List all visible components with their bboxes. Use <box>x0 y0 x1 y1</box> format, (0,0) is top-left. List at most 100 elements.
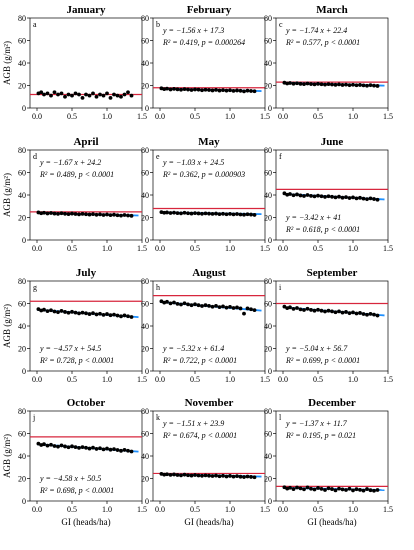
data-point <box>112 447 116 452</box>
data-point <box>193 302 197 307</box>
panel-letter: e <box>156 152 160 161</box>
data-point <box>312 194 317 199</box>
data-point <box>372 488 376 493</box>
data-point <box>207 473 211 478</box>
data-point <box>84 212 88 217</box>
regression-equation: y = −1.56 x + 17.3 <box>162 26 224 35</box>
x-tick-label: 1.0 <box>225 505 235 514</box>
data-point <box>347 311 352 316</box>
regression-equation: y = −3.42 x + 41 <box>285 213 341 222</box>
data-point <box>84 92 88 97</box>
data-point <box>87 212 92 217</box>
data-point <box>98 311 102 316</box>
panel-letter: b <box>156 20 160 29</box>
data-point <box>358 195 362 200</box>
data-point <box>337 82 341 87</box>
regression-equation: y = −1.37 x + 11.7 <box>285 419 348 428</box>
data-point <box>182 210 187 215</box>
y-tick-label: 80 <box>264 407 272 416</box>
x-tick-label: 1.5 <box>383 505 393 514</box>
data-point <box>252 89 257 94</box>
data-point <box>115 313 120 318</box>
data-point <box>162 87 167 91</box>
data-point <box>172 86 176 91</box>
x-tick-label: 1.5 <box>137 112 147 121</box>
y-axis-label: AGB (g/m²) <box>2 304 12 348</box>
data-point <box>298 193 303 198</box>
data-point <box>172 210 176 215</box>
data-point <box>122 448 127 452</box>
x-tick-label: 0.0 <box>32 112 42 121</box>
data-point <box>63 211 67 216</box>
panel-title: April <box>73 136 98 148</box>
data-point <box>298 81 303 86</box>
data-point <box>340 195 345 200</box>
data-point <box>193 211 197 216</box>
data-point <box>87 93 92 98</box>
y-tick-label: 0 <box>22 104 26 113</box>
x-tick-label: 0.0 <box>155 244 165 253</box>
y-tick-label: 0 <box>22 497 26 506</box>
data-point <box>231 474 236 479</box>
data-point <box>210 304 215 309</box>
y-tick-label: 20 <box>141 345 149 354</box>
data-point <box>52 309 57 314</box>
data-point <box>347 196 352 200</box>
panel-title: January <box>66 4 106 16</box>
data-point <box>288 81 292 85</box>
panel-letter: d <box>33 152 37 161</box>
data-point <box>351 82 355 87</box>
panel-title: March <box>316 4 348 16</box>
data-point <box>73 91 78 96</box>
data-point <box>295 306 299 310</box>
data-point <box>175 211 180 216</box>
data-point <box>66 92 71 97</box>
y-tick-label: 0 <box>145 367 149 376</box>
data-point <box>238 212 243 217</box>
data-point <box>165 86 169 91</box>
data-point <box>94 447 99 451</box>
data-point <box>351 310 355 315</box>
data-point <box>309 82 313 86</box>
data-point <box>122 92 127 97</box>
data-point <box>242 311 246 316</box>
data-point <box>305 306 310 311</box>
data-point <box>375 313 380 318</box>
data-point <box>238 88 243 93</box>
x-tick-label: 1.5 <box>260 112 270 121</box>
data-point <box>252 308 257 313</box>
y-tick-label: 40 <box>18 59 26 68</box>
data-point <box>94 94 99 99</box>
data-point <box>333 310 338 315</box>
y-tick-label: 60 <box>141 430 149 439</box>
data-point <box>217 305 222 309</box>
data-point <box>302 194 306 198</box>
data-point <box>312 487 317 492</box>
data-point <box>249 212 253 217</box>
regression-stats: R² = 0.577, p < 0.0001 <box>285 38 360 47</box>
data-point <box>354 487 359 492</box>
regression-stats: R² = 0.195, p = 0.021 <box>285 431 356 440</box>
data-point <box>372 197 376 201</box>
data-point <box>210 88 215 93</box>
data-point <box>45 91 50 96</box>
data-point <box>59 443 64 448</box>
y-tick-label: 20 <box>264 345 272 354</box>
data-point <box>119 448 123 453</box>
data-point <box>129 93 134 98</box>
data-point <box>200 88 204 93</box>
data-point <box>282 304 287 309</box>
data-point <box>168 87 173 92</box>
panel-letter: k <box>156 413 160 422</box>
data-point <box>309 486 313 491</box>
data-point <box>347 83 352 88</box>
data-point <box>108 447 113 452</box>
data-point <box>351 195 355 200</box>
data-point <box>221 88 225 93</box>
y-tick-label: 80 <box>141 407 149 416</box>
